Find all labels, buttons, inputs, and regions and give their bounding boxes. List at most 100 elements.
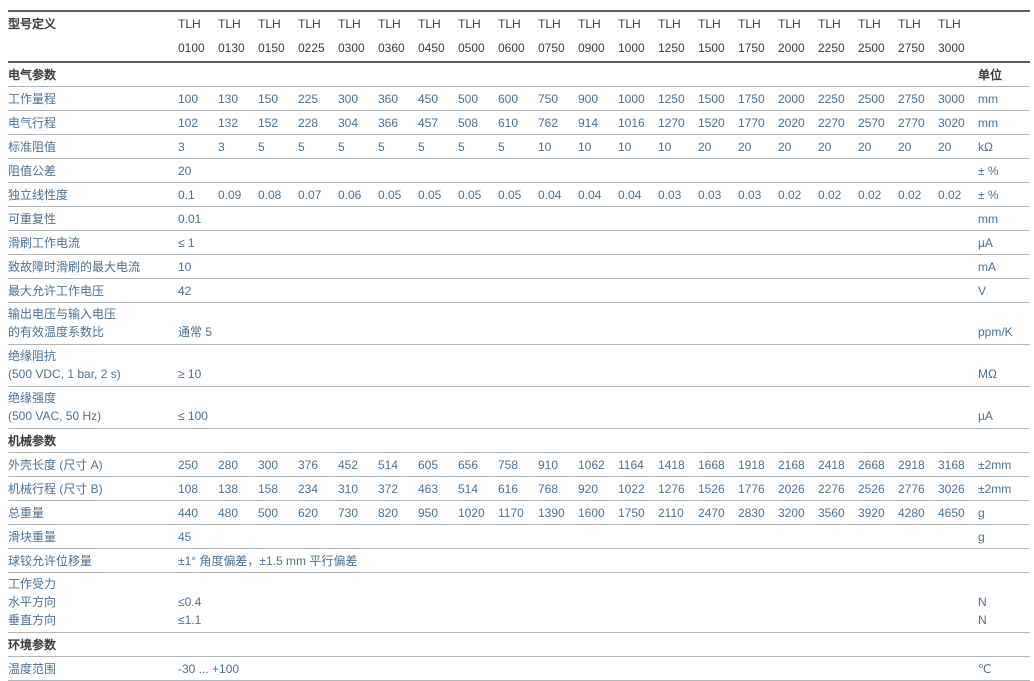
value-cell: ≥ 10 [178,344,978,387]
text-line [978,305,1030,323]
value-cell: 620 [298,500,338,525]
value-cell: 2570 [858,110,898,135]
value-cell: 0.07 [298,182,338,207]
model-number: 1000 [618,41,645,55]
value-cell: -30 ... +100 [178,656,978,681]
value-cell: 514 [378,452,418,477]
value-cell: 2276 [818,476,858,501]
model-cell: TLH 0100 [178,11,218,63]
value-cell: 376 [298,452,338,477]
value-cell: 0.03 [738,182,778,207]
model-series: TLH [898,17,921,31]
value-cell: 600 [498,86,538,111]
value-cell: 2526 [858,476,898,501]
model-number: 0900 [578,41,605,55]
section-label: 电气参数 [8,62,978,87]
value-cell: 2668 [858,452,898,477]
model-number: 0150 [258,41,285,55]
model-cell: TLH 1000 [618,11,658,63]
table-row: 机械行程 (尺寸 B) 108 138 158 234 310 372 463 514 616 76… [8,476,1030,501]
value-cell: 1418 [658,452,698,477]
table-row: 电气行程 102 132 152 228 304 366 457 508 610 762 914 101… [8,110,1030,135]
value-cell: 132 [218,110,258,135]
model-series: TLH [258,17,281,31]
value-cell: ≤0.4 ≤1.1 [178,572,978,633]
table-body: 型号定义 TLH 0100 TLH 0130 TLH 0150 TLH 0225 TLH 0300 T… [8,11,1030,681]
unit-cell: ℃ [978,656,1030,681]
unit-cell: mm [978,86,1030,111]
model-cell: TLH 0500 [458,11,498,63]
value-cell: 1520 [698,110,738,135]
model-series: TLH [298,17,321,31]
value-cell: 0.06 [338,182,378,207]
value-cell: 0.03 [698,182,738,207]
text-line: 绝缘强度 [8,391,57,405]
table-row: 可重复性 0.01 mm [8,206,1030,231]
unit-cell: ppm/K [978,302,1030,345]
model-number: 0600 [498,41,525,55]
text-line: ≤1.1 [178,613,202,627]
value-cell: 234 [298,476,338,501]
model-cell: TLH 2500 [858,11,898,63]
model-series: TLH [378,17,401,31]
value-cell: 228 [298,110,338,135]
model-series: TLH [218,17,241,31]
value-cell: 4650 [938,500,978,525]
row-label: 输出电压与输入电压 的有效温度系数比 [8,302,178,345]
value-cell: 0.05 [418,182,458,207]
value-cell: 20 [738,134,778,159]
model-number: 2250 [818,41,845,55]
value-cell: 2418 [818,452,858,477]
value-cell: 500 [458,86,498,111]
text-line: 垂直方向 [8,613,57,627]
value-cell: 280 [218,452,258,477]
model-cell: TLH 2750 [898,11,938,63]
model-number: 0450 [418,41,445,55]
value-cell: 2000 [778,86,818,111]
model-series: TLH [538,17,561,31]
model-cell: TLH 0300 [338,11,378,63]
text-line: ≥ 10 [178,367,202,381]
text-line: ≤ 100 [178,409,208,423]
text-line: MΩ [978,367,997,381]
text-line: (500 VDC, 1 bar, 2 s) [8,367,121,381]
value-cell: 1022 [618,476,658,501]
value-cell: 2270 [818,110,858,135]
model-number: 0360 [378,41,405,55]
unit-cell: kΩ [978,134,1030,159]
value-cell: 2770 [898,110,938,135]
model-cell: TLH 1500 [698,11,738,63]
value-cell: 0.05 [498,182,538,207]
row-label: 工作量程 [8,86,178,111]
value-cell: 10 [538,134,578,159]
unit-cell: mm [978,110,1030,135]
row-label: 绝缘强度 (500 VAC, 50 Hz) [8,386,178,429]
value-cell: 0.02 [778,182,818,207]
row-label: 总重量 [8,500,178,525]
table-row: 独立线性度 0.1 0.09 0.08 0.07 0.06 0.05 0.05 0.05 0.05… [8,182,1030,207]
value-cell: 1750 [738,86,778,111]
value-cell: 3 [178,134,218,159]
row-label: 阻值公差 [8,158,178,183]
text-line: N [978,613,987,627]
model-cell: TLH 2250 [818,11,858,63]
value-cell: 138 [218,476,258,501]
model-cell: TLH 0130 [218,11,258,63]
model-number: 2000 [778,41,805,55]
value-cell: 0.02 [938,182,978,207]
model-header-row: 型号定义 TLH 0100 TLH 0130 TLH 0150 TLH 0225 TLH 0300 T… [8,11,1030,63]
table-row: 最大允许工作电压 42 V [8,278,1030,303]
model-cell: TLH 1250 [658,11,698,63]
unit-cell: ± % [978,158,1030,183]
value-cell: 5 [458,134,498,159]
model-series: TLH [178,17,201,31]
value-cell: 514 [458,476,498,501]
text-line: 的有效温度系数比 [8,325,105,339]
value-cell: 0.02 [858,182,898,207]
value-cell: 1170 [498,500,538,525]
row-label: 致故障时滑刷的最大电流 [8,254,178,279]
value-cell: 150 [258,86,298,111]
value-cell: 10 [658,134,698,159]
